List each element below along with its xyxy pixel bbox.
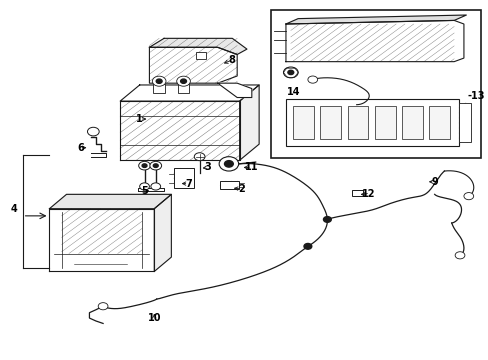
Bar (458, 103, 470, 142)
Circle shape (304, 243, 311, 249)
Bar (351, 190, 362, 196)
Text: 7: 7 (184, 179, 191, 189)
Text: 9: 9 (430, 177, 437, 187)
Bar (428, 107, 449, 139)
Circle shape (151, 183, 160, 190)
Text: 14: 14 (286, 87, 300, 97)
Bar (220, 181, 238, 189)
Circle shape (156, 79, 162, 84)
Bar (347, 107, 367, 139)
Text: 11: 11 (244, 162, 258, 172)
Circle shape (463, 193, 473, 200)
Bar (271, 10, 480, 158)
Text: 4: 4 (11, 204, 18, 214)
Polygon shape (285, 15, 466, 24)
Polygon shape (149, 39, 246, 54)
Polygon shape (239, 85, 259, 160)
Circle shape (283, 67, 298, 78)
Circle shape (87, 127, 99, 136)
Circle shape (454, 252, 464, 259)
Bar (177, 84, 189, 93)
Text: -13: -13 (467, 91, 484, 101)
Text: 5: 5 (141, 186, 147, 196)
Circle shape (142, 164, 147, 167)
Bar (293, 107, 313, 139)
Circle shape (287, 70, 293, 75)
Circle shape (150, 161, 161, 170)
Text: 2: 2 (238, 184, 245, 194)
Bar (401, 107, 422, 139)
Text: 8: 8 (228, 55, 235, 65)
Polygon shape (49, 194, 171, 209)
Circle shape (139, 161, 150, 170)
Circle shape (180, 79, 186, 84)
Bar (285, 99, 458, 146)
Bar (195, 52, 206, 59)
Circle shape (153, 164, 158, 167)
Bar (320, 107, 341, 139)
Text: 6: 6 (78, 143, 84, 153)
Polygon shape (149, 47, 237, 83)
Polygon shape (154, 194, 171, 271)
Circle shape (323, 217, 330, 222)
Polygon shape (49, 209, 154, 271)
Text: 12: 12 (361, 189, 375, 199)
Text: 1: 1 (136, 114, 143, 124)
Bar (374, 107, 395, 139)
Circle shape (307, 76, 317, 83)
Circle shape (176, 76, 190, 86)
Polygon shape (285, 21, 463, 62)
Polygon shape (120, 85, 259, 101)
Circle shape (152, 76, 165, 86)
Polygon shape (217, 83, 251, 98)
Circle shape (98, 303, 108, 310)
Circle shape (140, 183, 149, 190)
Bar (153, 84, 164, 93)
Circle shape (194, 153, 204, 161)
Text: 3: 3 (204, 162, 211, 172)
Bar (173, 168, 194, 188)
Text: 10: 10 (147, 313, 161, 323)
Polygon shape (120, 101, 239, 160)
Circle shape (219, 157, 238, 171)
Circle shape (224, 161, 233, 167)
